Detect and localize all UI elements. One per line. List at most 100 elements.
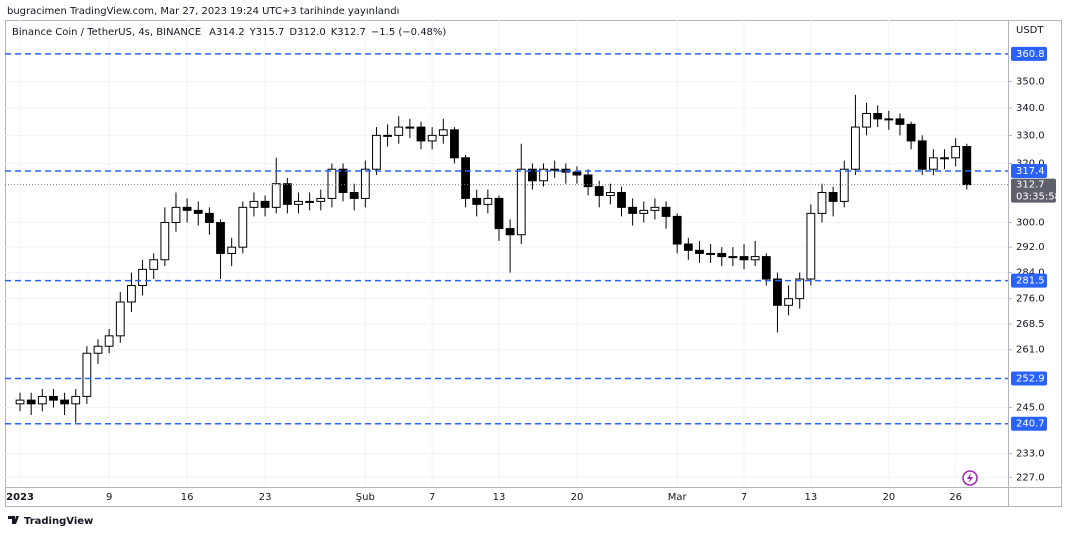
- candle-body: [360, 168, 370, 199]
- candle-body: [383, 134, 392, 137]
- x-tick-label: 13: [493, 492, 506, 503]
- candle-body: [238, 206, 248, 248]
- candle-body: [305, 200, 315, 203]
- candle-body: [394, 126, 404, 136]
- y-tick-label: 227.0: [1016, 472, 1045, 483]
- publish-header: bugracimen TradingView.com, Mar 27, 2023…: [7, 6, 399, 17]
- candle-body: [405, 126, 415, 129]
- candles: [15, 94, 972, 423]
- legend-value: D312.0: [289, 27, 325, 38]
- last-price-box: [1011, 178, 1056, 203]
- candle-body: [583, 174, 593, 188]
- overlay: 360.8 317.4 281.5 252.9 240.7 312.703:35:58: [5, 46, 1061, 431]
- level-label-box: [1011, 371, 1047, 386]
- candle-body: [49, 395, 58, 401]
- x-tick-label: 20: [882, 492, 895, 503]
- candle-body: [115, 301, 125, 337]
- candle-body: [940, 157, 949, 160]
- x-tick-label: 7: [429, 492, 435, 503]
- candle-body: [149, 259, 159, 270]
- candle-body: [193, 209, 203, 214]
- x-tick-label: 7: [741, 492, 747, 503]
- candle-body: [516, 168, 526, 236]
- legend: Binance Coin / TetherUS, 4s, BINANCE A31…: [12, 27, 446, 38]
- level-label: 281.5: [1016, 276, 1045, 287]
- candle-body: [717, 252, 727, 258]
- level-label-box: [1011, 416, 1047, 431]
- candle-body: [216, 221, 225, 254]
- candle-body: [594, 186, 604, 196]
- legend-value: K312.7: [331, 27, 366, 38]
- candle-body: [182, 206, 192, 211]
- legend-value: A314.2: [209, 27, 244, 38]
- candle-body: [773, 278, 782, 306]
- candle-body: [171, 206, 181, 223]
- candle-body: [539, 168, 548, 182]
- candle-body: [672, 215, 682, 245]
- candle-body: [817, 191, 827, 214]
- y-tick-label: 330.0: [1016, 130, 1045, 141]
- candle-body: [761, 256, 771, 280]
- footer-logo: TradingView: [8, 516, 93, 527]
- candle-body: [138, 268, 147, 287]
- candle-body: [271, 183, 281, 208]
- x-tick-label: Şub: [356, 492, 375, 503]
- candle-body: [461, 157, 470, 199]
- candle-body: [572, 171, 582, 176]
- icon-circle: [962, 470, 978, 486]
- candle-body: [550, 168, 560, 171]
- candle-body: [227, 246, 237, 254]
- candle-body: [728, 256, 738, 259]
- x-tick-label: 13: [804, 492, 817, 503]
- candle-body: [60, 399, 69, 405]
- candle-body: [316, 197, 326, 202]
- level-label: 240.7: [1016, 419, 1045, 430]
- candle-body: [873, 112, 883, 120]
- y-tick-label: 292.0: [1016, 242, 1045, 253]
- candle-body: [416, 126, 426, 142]
- legend-value: Y315.7: [249, 27, 285, 38]
- candle-body: [204, 212, 214, 223]
- candle-body: [862, 112, 871, 128]
- candle-body: [494, 197, 504, 230]
- candle-body: [160, 221, 170, 261]
- candle-body: [127, 285, 136, 303]
- candle-body: [828, 191, 838, 202]
- legend-symbol: Binance Coin / TetherUS, 4s, BINANCE: [12, 27, 201, 38]
- candle-body: [951, 146, 961, 159]
- y-tick-label: 276.0: [1016, 294, 1045, 305]
- candle-body: [906, 123, 916, 142]
- candle-body: [605, 191, 615, 196]
- countdown-label: 03:35:58: [1016, 192, 1061, 203]
- candle-body: [260, 200, 270, 208]
- candle-body: [71, 395, 81, 405]
- x-tick-label: 26: [949, 492, 962, 503]
- candle-body: [962, 146, 972, 186]
- candle-body: [472, 197, 482, 205]
- y-tick-label: 268.5: [1016, 319, 1045, 330]
- level-label: 317.4: [1016, 166, 1045, 177]
- candle-body: [338, 168, 348, 193]
- icon-bolt: [967, 473, 973, 483]
- candle-body: [349, 191, 359, 199]
- x-tick-label: 23: [259, 492, 272, 503]
- replay-icon[interactable]: [962, 470, 978, 486]
- level-label: 360.8: [1016, 49, 1045, 60]
- logo-text: TradingView: [24, 516, 93, 527]
- chart-frame: [5, 20, 1062, 507]
- candle-body: [650, 206, 660, 211]
- y-tick-label: 340.0: [1016, 103, 1045, 114]
- candle-body: [884, 118, 894, 121]
- logo-mark: [8, 516, 19, 524]
- candle-body: [483, 197, 493, 205]
- x-tick-label: 2023: [6, 492, 34, 503]
- candle-body: [527, 168, 537, 182]
- candle-body: [683, 243, 693, 251]
- x-tick-label: 9: [106, 492, 112, 503]
- candle-body: [15, 399, 25, 405]
- level-label-box: [1011, 163, 1047, 178]
- candle-body: [427, 134, 437, 142]
- candle-body: [372, 134, 381, 170]
